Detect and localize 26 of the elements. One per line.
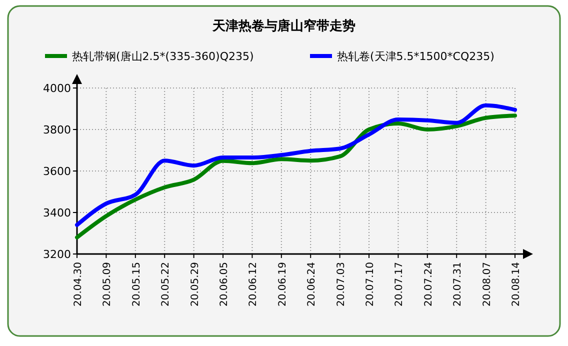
x-tick-label: 20.06.12	[248, 262, 260, 307]
x-tick-label: 20.07.03	[336, 262, 347, 307]
legend-label: 热轧带钢(唐山2.5*(335-360)Q235)	[72, 50, 254, 63]
line-series	[75, 114, 517, 240]
y-tick-label: 3600	[43, 165, 71, 178]
x-tick-label: 20.08.14	[511, 262, 522, 307]
y-tick-label: 3200	[43, 248, 71, 261]
x-tick-label: 20.07.10	[365, 262, 376, 307]
x-tick-label: 20.05.29	[190, 262, 201, 307]
chart-title: 天津热卷与唐山窄带走势	[212, 18, 356, 34]
x-tick-label: 20.05.22	[160, 262, 172, 307]
legend-label: 热轧卷(天津5.5*1500*CQ235)	[337, 50, 494, 63]
y-tick-label: 3400	[43, 206, 71, 220]
line-series	[75, 103, 517, 227]
x-tick-label: 20.08.07	[482, 262, 493, 307]
x-tick-label: 20.07.17	[394, 262, 406, 307]
x-tick-label: 20.06.24	[306, 262, 318, 307]
x-tick-label: 20.06.19	[277, 262, 288, 307]
x-tick-label: 20.04.30	[73, 262, 84, 307]
x-tick-label: 20.07.31	[452, 262, 464, 307]
y-tick-label: 3800	[43, 124, 71, 136]
y-tick-label: 4000	[43, 82, 71, 95]
x-tick-label: 20.06.05	[219, 262, 230, 307]
x-tick-label: 20.05.09	[102, 262, 114, 307]
x-tick-label: 20.07.24	[423, 262, 434, 307]
x-tick-label: 20.05.15	[131, 262, 142, 307]
